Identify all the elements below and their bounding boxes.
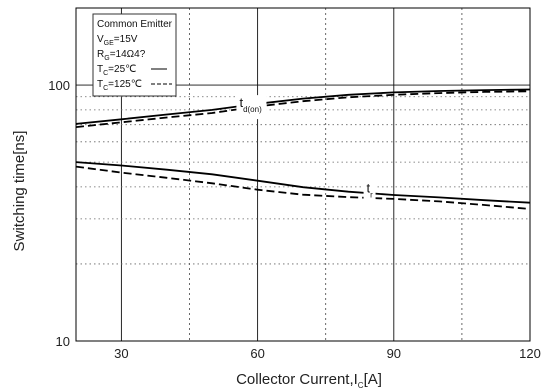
series-line-1 <box>75 88 531 125</box>
annotation-mask <box>363 180 376 205</box>
series-line-3 <box>75 161 531 204</box>
x-axis-title-main: Collector Current,I <box>236 371 358 388</box>
y-tick-label: 10 <box>56 334 70 349</box>
legend-entry: Common Emitter <box>97 19 173 30</box>
legend-entry: VGE=15V <box>97 34 138 47</box>
series-line-4 <box>75 165 531 210</box>
x-tick-label: 60 <box>250 346 264 361</box>
grid <box>76 8 530 341</box>
y-axis-title: Switching time[ns] <box>11 131 28 252</box>
x-tick-label: 120 <box>519 346 541 361</box>
tick-labels: 30 60 90 120 10 100 <box>48 78 541 361</box>
curve-label: tr <box>367 181 374 200</box>
x-axis-title-sub: C <box>358 381 364 390</box>
legend-entry: TC=25℃ <box>97 64 136 77</box>
annotation-mask <box>236 95 267 120</box>
legend-entry: TC=125℃ <box>97 79 142 92</box>
x-tick-label: 90 <box>387 346 401 361</box>
legend-box: Common Emitter VGE=15V RG=14Ω4? TC=25℃ TC=12… <box>92 13 177 97</box>
curve-annotations: td(on) tr <box>236 95 376 205</box>
x-axis-title: Collector Current,IC[A] <box>236 371 382 390</box>
curve-label: td(on) <box>239 95 262 114</box>
y-tick-label: 100 <box>48 78 70 93</box>
x-axis-title-unit: [A] <box>364 371 382 388</box>
series-line-2 <box>75 90 531 128</box>
plot-frame <box>75 7 531 342</box>
x-tick-label: 30 <box>114 346 128 361</box>
series-layer <box>75 88 531 210</box>
legend-entry: RG=14Ω4? <box>97 49 146 62</box>
